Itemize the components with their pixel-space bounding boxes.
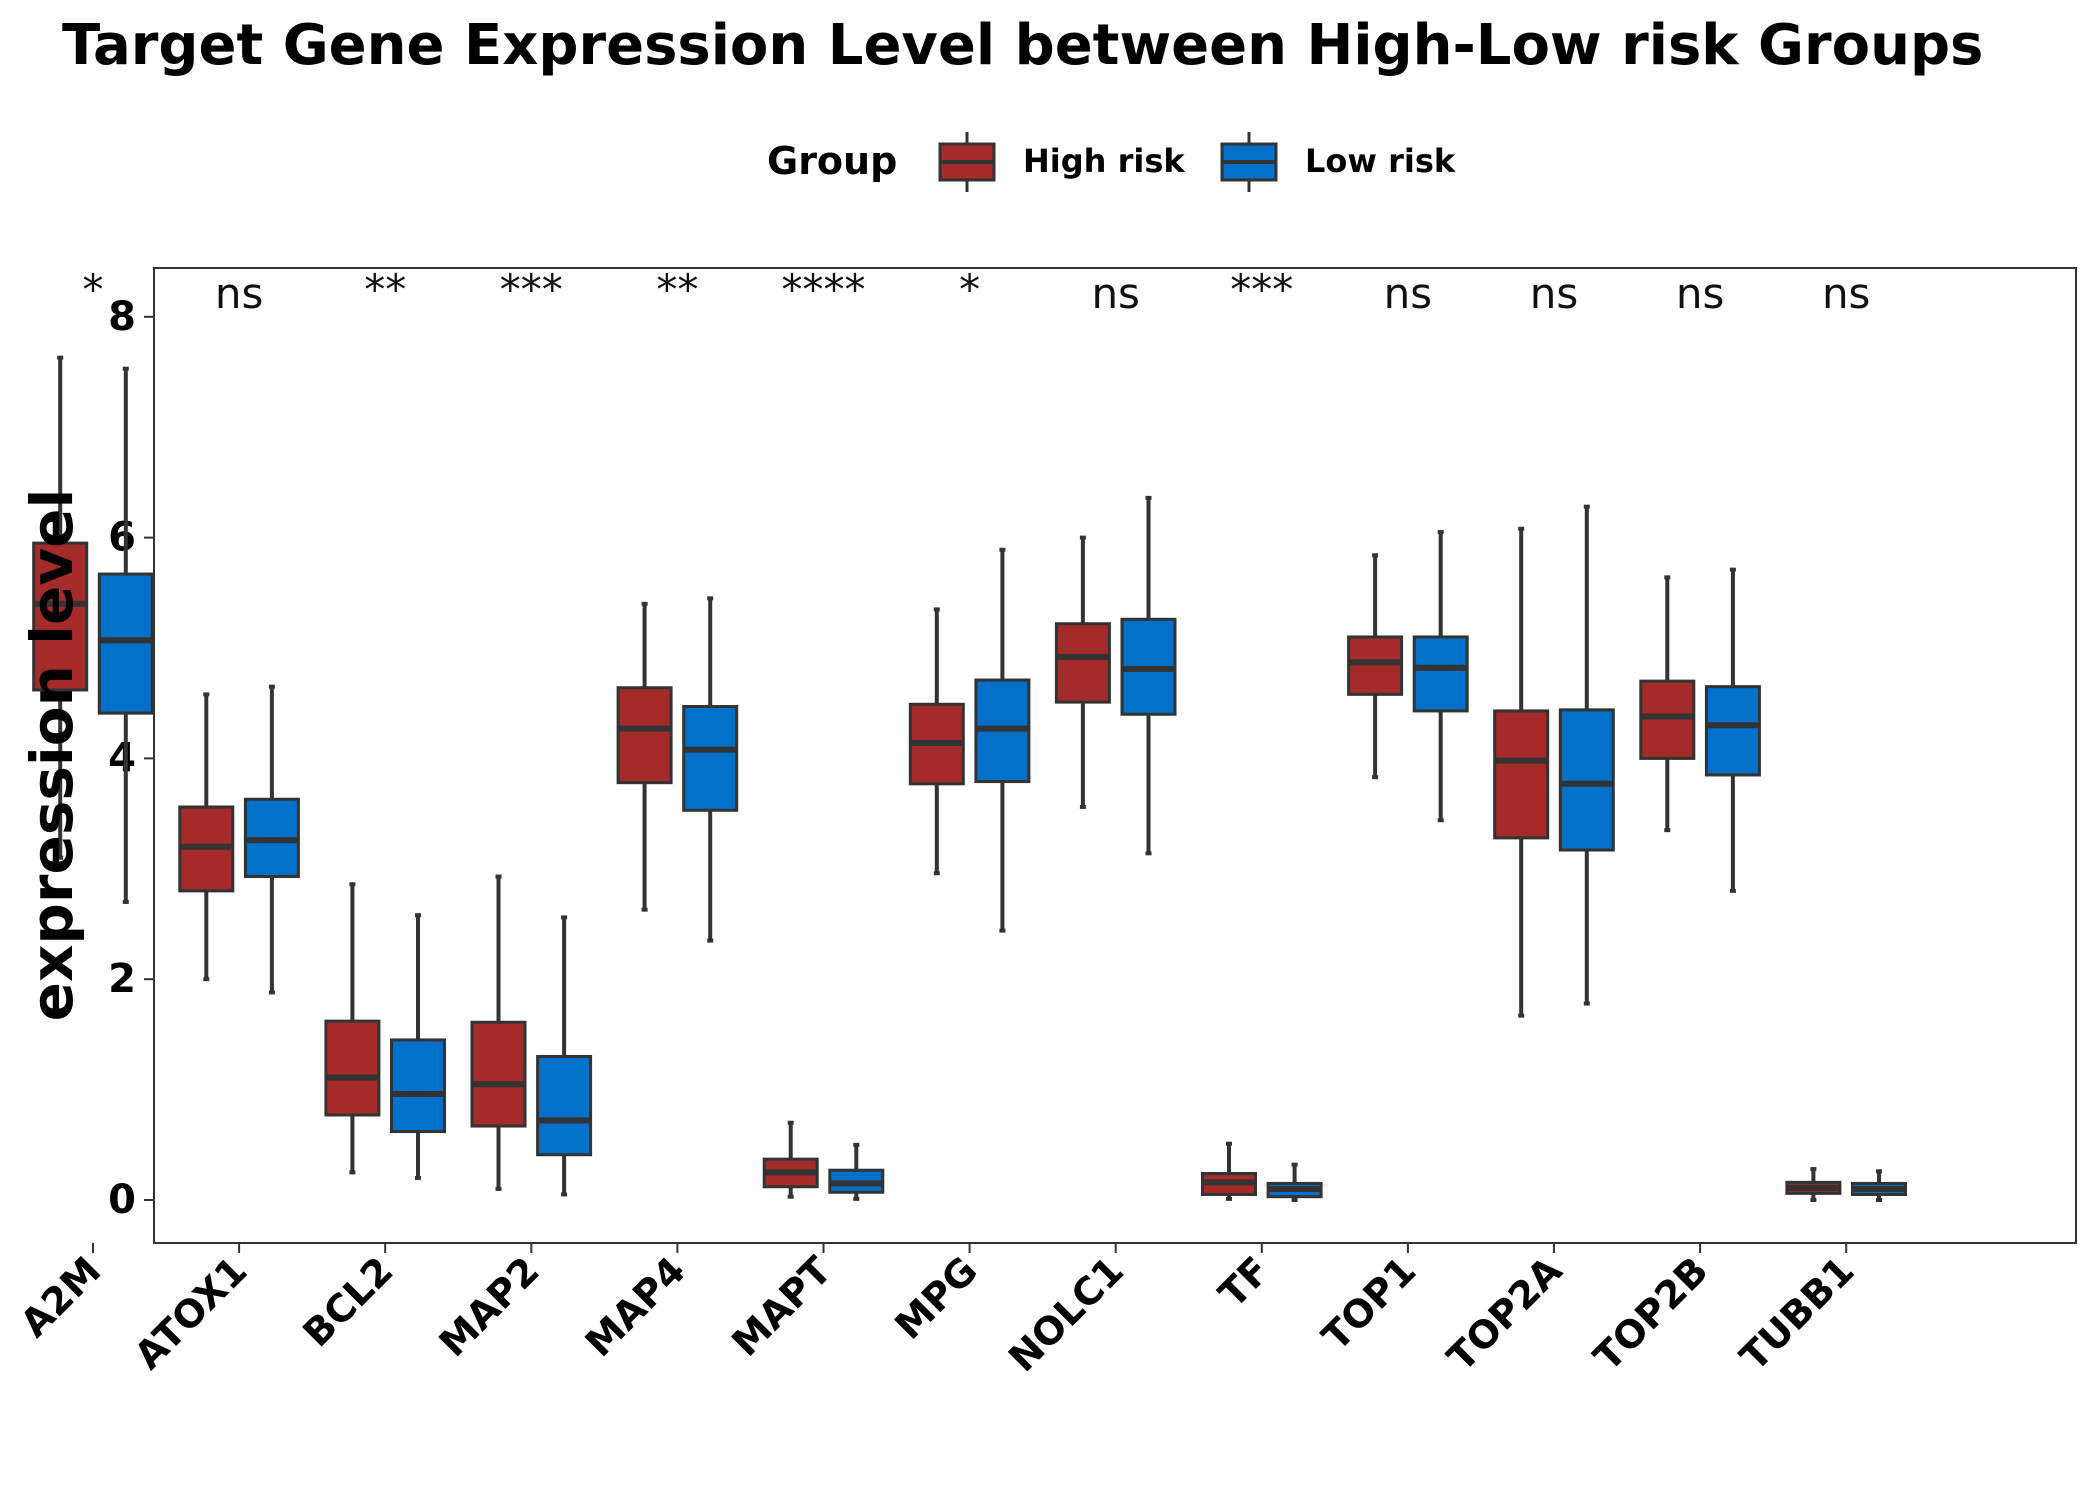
legend-key-low-risk: Low risk <box>1220 132 1456 192</box>
box-TF-low <box>1266 1162 1323 1202</box>
y-axis: 0 2 4 6 8 <box>108 294 154 1223</box>
x-tick-label: BCL2 <box>294 1248 401 1355</box>
legend-label: High risk <box>1023 142 1185 180</box>
box-BCL2-low <box>390 913 446 1180</box>
box-iqr <box>536 1054 593 1157</box>
significance-label: *** <box>1230 265 1293 314</box>
x-tick-label: TOP2A <box>1439 1248 1571 1380</box>
x-tick-label: TOP2B <box>1585 1248 1716 1379</box>
box-TOP1-high <box>1347 553 1404 780</box>
box-iqr <box>32 541 89 692</box>
box-iqr <box>390 1038 446 1134</box>
x-tick-label: MAP2 <box>431 1248 548 1365</box>
box-TUBB1-low <box>1851 1169 1907 1202</box>
y-tick-label: 6 <box>108 515 136 561</box>
significance-label: ns <box>1091 269 1140 318</box>
significance-label: **** <box>782 265 866 314</box>
box-MAP2-low <box>536 915 593 1197</box>
x-axis: A2M ATOX1 BCL2 MAP2 MAP4 MAPT MPG NOLC1 TF TOP1 TO… <box>12 1243 1863 1380</box>
box-iqr <box>1704 685 1761 777</box>
box-iqr <box>324 1019 381 1117</box>
box-TOP1-low <box>1412 530 1469 823</box>
box-MPG-high <box>908 607 965 876</box>
significance-label: *** <box>500 265 563 314</box>
box-A2M-low <box>97 366 154 904</box>
box-MAP2-high <box>470 874 527 1191</box>
box-iqr <box>682 705 739 812</box>
x-tick-label: A2M <box>12 1248 109 1345</box>
box-BCL2-high <box>324 882 381 1175</box>
box-TUBB1-high <box>1785 1167 1842 1202</box>
significance-label: ns <box>1530 269 1579 318</box>
significance-label: ns <box>215 269 264 318</box>
box-NOLC1-high <box>1054 535 1111 809</box>
box-iqr <box>470 1020 527 1128</box>
box-NOLC1-low <box>1120 495 1177 856</box>
box-iqr <box>1639 679 1696 760</box>
box-A2M-high <box>32 355 89 860</box>
x-tick-label: MPG <box>886 1248 986 1348</box>
boxes-layer <box>32 355 1907 1202</box>
legend-label: Low risk <box>1305 142 1456 180</box>
legend-key-high-risk: High risk <box>938 132 1185 192</box>
significance-label: ** <box>364 265 406 314</box>
box-iqr <box>1558 708 1615 852</box>
significance-layer: * ns ** *** ** **** * ns *** ns ns ns ns <box>83 265 1871 318</box>
x-tick-label: MAP4 <box>577 1248 694 1365</box>
box-ATOX1-low <box>243 684 300 995</box>
y-tick-label: 4 <box>108 735 136 781</box>
y-tick-label: 0 <box>108 1177 136 1223</box>
y-axis-title: expression level <box>18 489 86 1022</box>
x-tick-label: ATOX1 <box>126 1248 255 1377</box>
box-TOP2B-high <box>1639 575 1696 833</box>
box-iqr <box>1493 709 1550 840</box>
x-tick-label: NOLC1 <box>1000 1248 1132 1380</box>
x-tick-label: TF <box>1210 1248 1278 1316</box>
y-tick-label: 2 <box>108 956 136 1002</box>
significance-label: * <box>83 265 104 314</box>
significance-label: * <box>959 265 980 314</box>
box-iqr <box>97 572 154 715</box>
significance-label: ns <box>1676 269 1725 318</box>
x-tick-label: TOP1 <box>1314 1248 1425 1359</box>
x-tick-label: MAPT <box>723 1248 840 1365</box>
significance-label: ns <box>1822 269 1871 318</box>
box-ATOX1-high <box>178 692 235 982</box>
legend: Group High risk Low risk <box>767 132 1456 192</box>
box-MPG-low <box>974 547 1031 933</box>
box-MAPT-high <box>762 1120 819 1199</box>
legend-title: Group <box>767 139 897 183</box>
box-TF-high <box>1201 1141 1257 1201</box>
chart-title: Target Gene Expression Level between Hig… <box>62 13 1983 78</box>
box-iqr <box>1054 622 1111 704</box>
box-iqr <box>616 686 673 785</box>
box-MAP4-low <box>682 596 739 943</box>
significance-label: ns <box>1384 269 1433 318</box>
box-MAPT-low <box>828 1142 885 1201</box>
significance-label: ** <box>656 265 698 314</box>
box-TOP2A-high <box>1493 526 1550 1018</box>
box-TOP2B-low <box>1704 567 1761 893</box>
box-TOP2A-low <box>1558 504 1615 1006</box>
x-tick-label: TUBB1 <box>1732 1248 1863 1379</box>
box-MAP4-high <box>616 601 673 912</box>
box-iqr <box>1412 635 1469 713</box>
box-iqr <box>1347 635 1404 696</box>
y-tick-label: 8 <box>108 294 136 340</box>
